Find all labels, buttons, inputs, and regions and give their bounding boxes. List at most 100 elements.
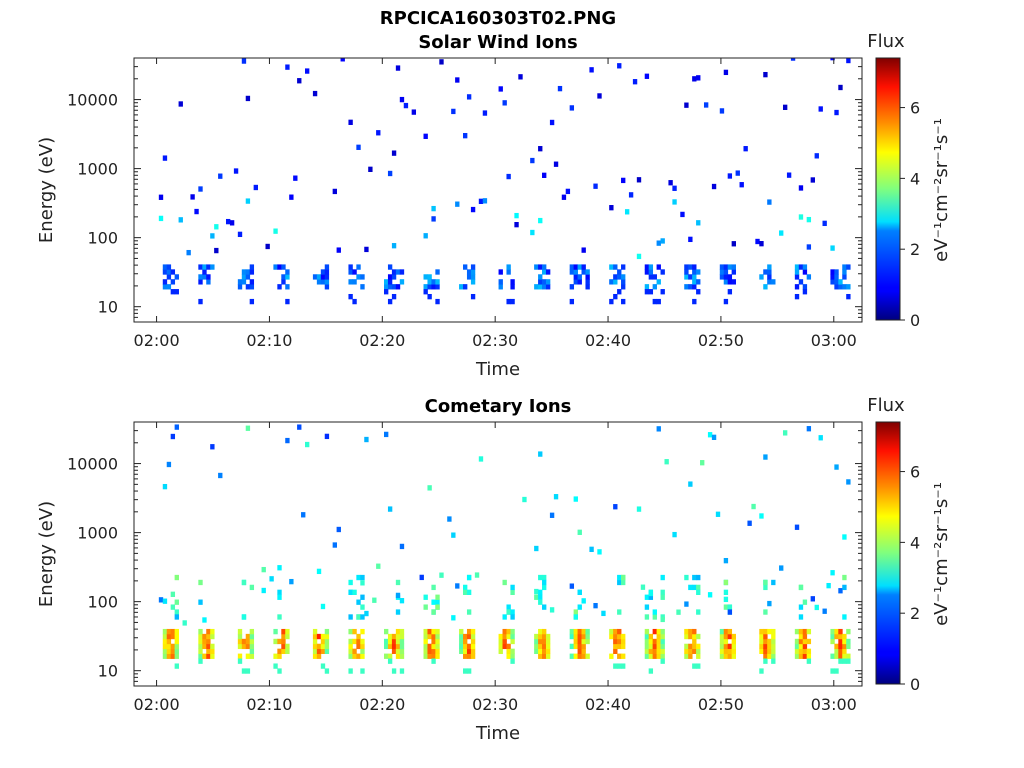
solar-wind-flux-cell <box>842 274 847 280</box>
solar-wind-flux-cell <box>439 59 444 65</box>
cometary-flux-cell <box>723 633 729 640</box>
cometary-flux-cell <box>621 663 626 669</box>
cometary-flux-cell <box>510 584 515 591</box>
solar-wind-flux-cell <box>391 274 397 280</box>
solar-wind-flux-cell <box>735 170 740 176</box>
solar-wind-flux-cell <box>178 217 183 223</box>
cometary-flux-cell <box>648 648 654 654</box>
cometary-colorbar-tick-label: 6 <box>910 463 920 482</box>
solar-wind-y-tick-label: 1000 <box>77 160 118 179</box>
solar-wind-flux-cell <box>763 269 768 275</box>
cometary-flux-cell <box>510 648 515 654</box>
cometary-flux-cell <box>688 648 693 654</box>
cometary-y-tick-label: 100 <box>87 593 118 612</box>
cometary-flux-cell <box>806 628 812 635</box>
cometary-axes: 02:00 02:10 02:20 02:30 02:40 02:50 03:00 10 100… <box>67 421 862 714</box>
cometary-flux-cell <box>202 633 207 640</box>
solar-wind-flux-cell <box>782 104 788 110</box>
cometary-flux-cell <box>277 594 282 600</box>
cometary-flux-cell <box>763 633 768 640</box>
cometary-flux-cell <box>577 628 582 635</box>
solar-wind-flux-cell <box>660 289 665 295</box>
cometary-flux-cell <box>696 653 701 659</box>
cometary-flux-cell <box>297 424 302 430</box>
cometary-flux-cell <box>569 633 575 640</box>
cometary-flux-cell <box>613 648 618 654</box>
cometary-flux-cell <box>640 584 646 590</box>
solar-wind-flux-cell <box>312 90 318 97</box>
solar-wind-flux-cell <box>194 208 199 215</box>
solar-wind-x-tick-label: 02:00 <box>134 331 180 350</box>
cometary-colorbar-title: Flux <box>867 395 905 416</box>
cometary-flux-cell <box>356 653 361 659</box>
solar-wind-flux-cell <box>387 170 393 177</box>
cometary-flux-cell <box>573 638 578 645</box>
cometary-flux-cell <box>798 584 804 591</box>
solar-wind-flux-cell <box>470 293 476 300</box>
cometary-flux-cell <box>439 572 444 578</box>
solar-wind-flux-cell <box>652 284 657 290</box>
solar-wind-flux-cell <box>684 269 689 275</box>
cometary-flux-cell <box>644 604 650 610</box>
solar-wind-flux-cell <box>802 284 808 290</box>
cometary-flux-cell <box>617 653 622 659</box>
cometary-flux-cell <box>427 648 432 654</box>
cometary-x-axis-label: Time <box>475 723 520 744</box>
cometary-flux-cell <box>277 614 282 620</box>
cometary-flux-cell <box>802 643 808 650</box>
solar-wind-flux-cell <box>162 155 168 161</box>
cometary-flux-cell <box>324 633 330 640</box>
solar-wind-flux-cell <box>356 264 361 270</box>
solar-wind-flux-cell <box>403 102 409 109</box>
cometary-flux-cell <box>648 590 654 597</box>
cometary-flux-cell <box>538 574 543 581</box>
solar-wind-colorbar <box>875 57 901 321</box>
cometary-flux-cell <box>249 643 255 650</box>
solar-wind-flux-cell <box>545 284 551 290</box>
cometary-flux-cell <box>617 579 622 586</box>
solar-wind-flux-cell <box>229 220 235 226</box>
cometary-flux-cell <box>684 648 689 654</box>
solar-wind-flux-cell <box>530 157 535 164</box>
cometary-flux-cell <box>174 424 179 430</box>
cometary-flux-cell <box>348 653 353 659</box>
cometary-flux-cell <box>174 633 179 640</box>
cometary-flux-cell <box>692 633 697 640</box>
solar-wind-flux-cell <box>174 289 179 295</box>
cometary-flux-cell <box>399 543 405 550</box>
cometary-flux-cell <box>277 589 282 595</box>
cometary-flux-cell <box>506 633 511 640</box>
cometary-flux-cell <box>478 456 484 462</box>
cometary-flux-cell <box>538 643 543 650</box>
cometary-flux-cell <box>241 643 247 650</box>
cometary-flux-cell <box>174 643 179 650</box>
cometary-flux-cell <box>763 628 768 635</box>
cometary-flux-cell <box>237 653 243 659</box>
cometary-flux-cell <box>806 648 812 654</box>
cometary-flux-cell <box>538 653 543 659</box>
cometary-flux-cell <box>502 614 507 620</box>
cometary-flux-cell <box>463 589 468 595</box>
solar-wind-flux-cell <box>542 284 547 290</box>
solar-wind-flux-cell <box>597 93 602 99</box>
solar-wind-flux-cell <box>723 279 729 285</box>
solar-wind-flux-cell <box>364 246 369 253</box>
cometary-flux-cell <box>842 534 847 540</box>
cometary-flux-cell <box>459 648 464 654</box>
cometary-flux-cell <box>660 594 665 600</box>
cometary-flux-cell <box>692 584 697 591</box>
cometary-flux-cell <box>569 643 575 650</box>
solar-wind-flux-cell <box>688 284 693 290</box>
solar-wind-y-tick-label: 10 <box>98 298 118 317</box>
cometary-x-tick-label: 02:40 <box>585 695 631 714</box>
solar-wind-flux-cell <box>245 95 251 102</box>
cometary-flux-cell <box>719 628 725 635</box>
solar-wind-flux-cell <box>767 264 772 270</box>
solar-wind-flux-cell <box>703 102 709 108</box>
cometary-flux-cell <box>846 653 851 659</box>
solar-wind-flux-cell <box>672 185 677 191</box>
cometary-x-tick-label: 02:10 <box>246 695 292 714</box>
cometary-flux-cell <box>285 643 290 650</box>
cometary-flux-cell <box>692 648 697 654</box>
